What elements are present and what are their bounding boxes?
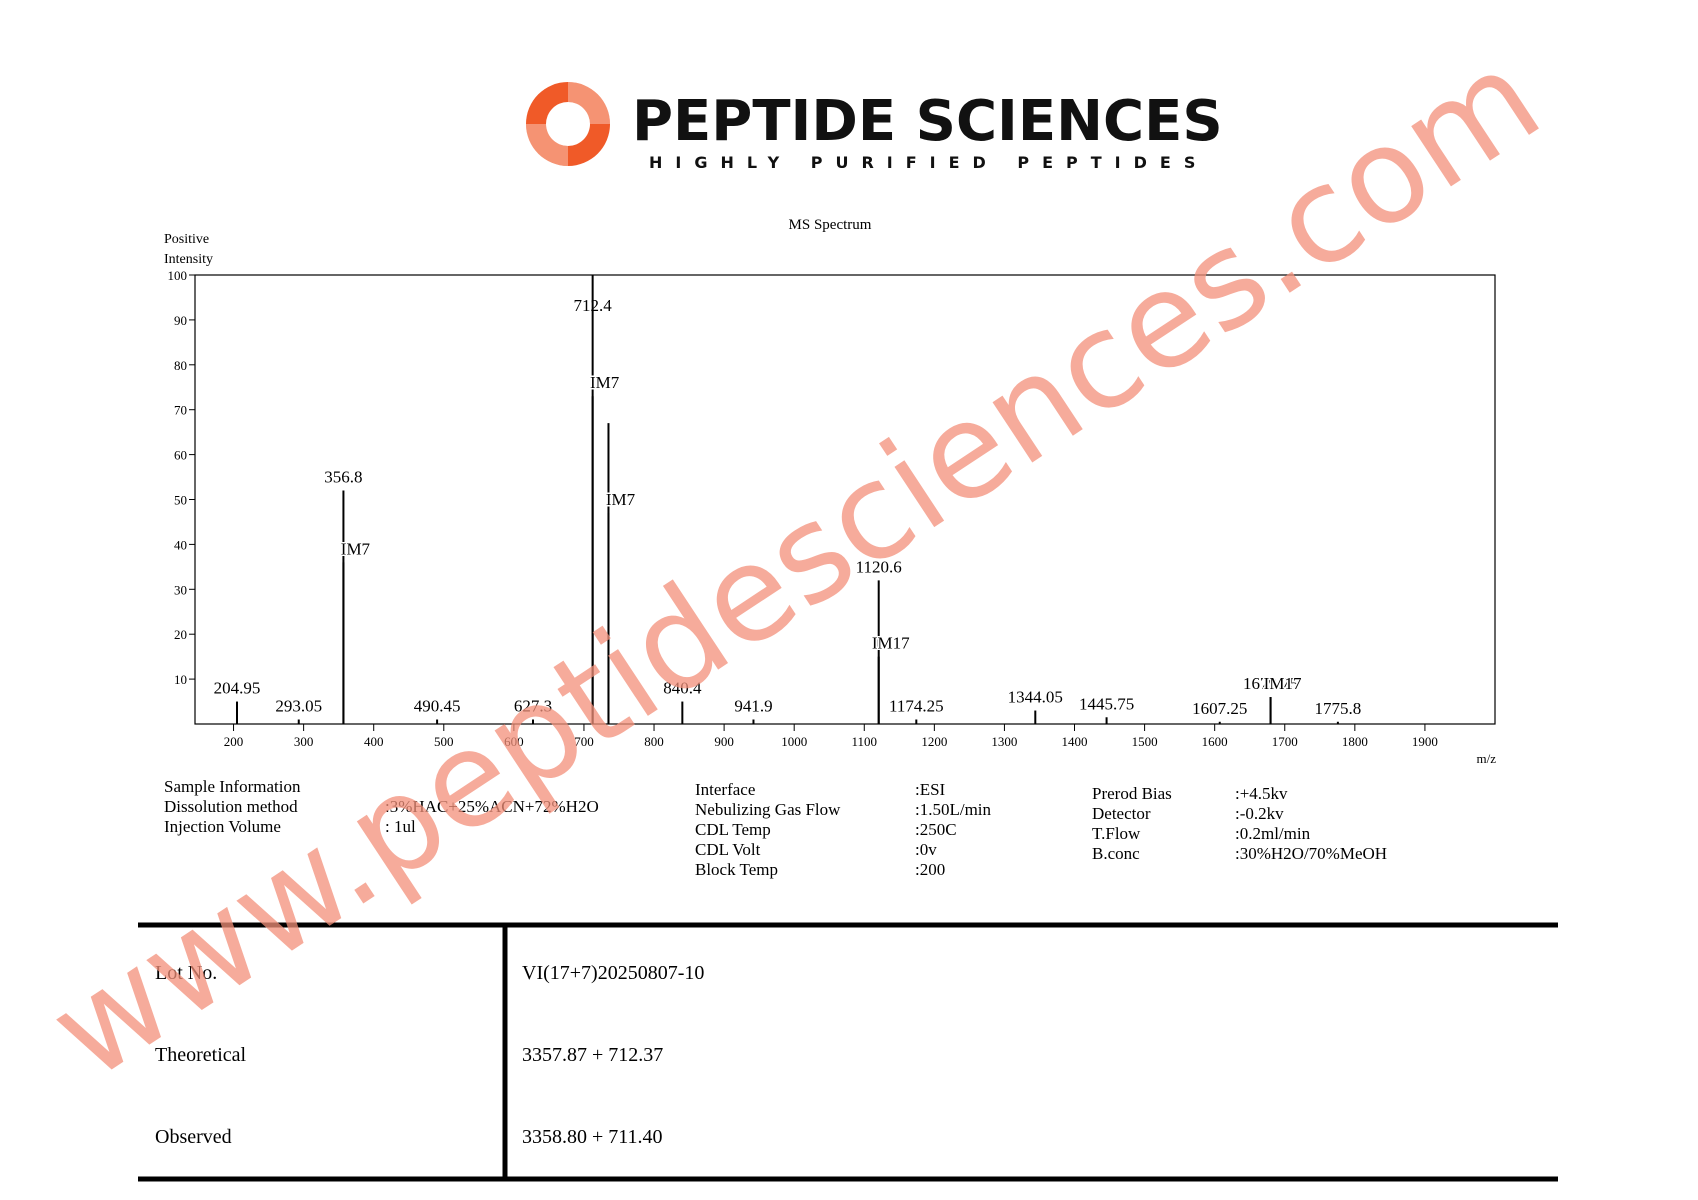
x-tick-label: 1200 <box>921 734 947 749</box>
x-tick-label: 1600 <box>1202 734 1228 749</box>
info-label: Injection Volume <box>164 817 281 836</box>
row-value: VI(17+7)20250807-10 <box>522 962 704 984</box>
condition-label: T.Flow <box>1092 824 1141 843</box>
condition-value: :ESI <box>915 780 946 799</box>
condition-value: :-0.2kv <box>1235 804 1284 823</box>
y-tick-label: 100 <box>168 268 188 283</box>
condition-label: CDL Volt <box>695 840 761 859</box>
x-axis-label: m/z <box>1477 751 1497 766</box>
condition-label: CDL Temp <box>695 820 771 839</box>
info-value: :3%HAC+25%ACN+72%H2O <box>385 797 599 816</box>
peak-label: 1174.25 <box>889 697 944 716</box>
x-tick-label: 1800 <box>1342 734 1368 749</box>
info-label: Dissolution method <box>164 797 298 816</box>
chart: MS Spectrum Positive Intensity m/z 10 20 30 40 5… <box>164 217 1496 766</box>
annotation: IM7 <box>590 373 620 392</box>
condition-value: :200 <box>915 860 945 879</box>
row-label: Lot No. <box>155 962 217 984</box>
condition-value: :250C <box>915 820 957 839</box>
peak-label: 1120.6 <box>856 557 902 576</box>
condition-label: B.conc <box>1092 844 1140 863</box>
x-tick-label: 300 <box>294 734 314 749</box>
x-tick-label: 400 <box>364 734 384 749</box>
condition-value: :+4.5kv <box>1235 784 1288 803</box>
condition-value: :0.2ml/min <box>1235 824 1311 843</box>
logo-swirl <box>568 82 610 124</box>
condition-value: :1.50L/min <box>915 800 992 819</box>
logo <box>526 82 610 166</box>
y-tick-label: 40 <box>174 537 187 552</box>
x-tick-label: 1900 <box>1412 734 1438 749</box>
condition-label: Detector <box>1092 804 1151 823</box>
y-tick-label: 90 <box>174 313 187 328</box>
peak-label: 1679.75 <box>1243 674 1298 693</box>
peak-label: 1607.25 <box>1192 699 1247 718</box>
condition-label: Block Temp <box>695 860 778 879</box>
x-tick-label: 1700 <box>1272 734 1298 749</box>
annotation: IM17 <box>872 634 910 653</box>
x-tick-label: 500 <box>434 734 454 749</box>
condition-value: :30%H2O/70%MeOH <box>1235 844 1387 863</box>
x-tick-label: 200 <box>224 734 244 749</box>
y-tick-label: 60 <box>174 448 187 463</box>
condition-label: Prerod Bias <box>1092 784 1172 803</box>
y-tick-label: 20 <box>174 627 187 642</box>
peak-label: 627.3 <box>514 697 552 716</box>
annotation: IM17 <box>1264 674 1302 693</box>
x-tick-label: 900 <box>714 734 734 749</box>
x-tick-label: 1000 <box>781 734 807 749</box>
result-table: Lot No. VI(17+7)20250807-10 Theoretical 335… <box>138 922 1558 1182</box>
x-tick-label: 800 <box>644 734 664 749</box>
x-tick-label: 1500 <box>1132 734 1158 749</box>
peak-label: 356.8 <box>324 468 362 487</box>
info-value: : 1ul <box>385 817 416 836</box>
chart-title: MS Spectrum <box>789 217 872 233</box>
condition-label: Nebulizing Gas Flow <box>695 800 841 819</box>
peak-label: 293.05 <box>275 697 322 716</box>
x-tick-label: 1400 <box>1062 734 1088 749</box>
row-value: 3357.87 + 712.37 <box>522 1044 663 1066</box>
x-tick-label: 700 <box>574 734 594 749</box>
peak-label: 712.4 <box>574 296 613 315</box>
annotation: IM7 <box>606 490 636 509</box>
row-value: 3358.80 + 711.40 <box>522 1126 663 1148</box>
condition-label: Interface <box>695 780 755 799</box>
y-axis-label: Positive <box>164 232 209 247</box>
watermark: www.peptidesciences.com <box>24 20 1566 1109</box>
y-tick-label: 70 <box>174 403 187 418</box>
annotation: IM7 <box>341 539 371 558</box>
peak-label: 204.95 <box>214 679 261 698</box>
peak-label: 1445.75 <box>1079 694 1134 713</box>
info-title: Sample Information <box>164 777 301 796</box>
condition-value: :0v <box>915 840 937 859</box>
peak-label: 490.45 <box>414 697 461 716</box>
x-tick-label: 1300 <box>991 734 1017 749</box>
peak-label: 1775.8 <box>1315 699 1362 718</box>
peak-label: 941.9 <box>734 697 772 716</box>
y-tick-label: 30 <box>174 582 187 597</box>
logo-hole <box>546 102 590 146</box>
y-axis-label: Intensity <box>164 252 213 267</box>
y-tick-label: 80 <box>174 358 187 373</box>
logo-swirl <box>526 124 568 166</box>
brand: PEPTIDE SCIENCES <box>632 89 1223 154</box>
peak-label: 1344.05 <box>1008 688 1063 707</box>
x-tick-label: 600 <box>504 734 524 749</box>
y-tick-label: 10 <box>174 672 187 687</box>
row-label: Observed <box>155 1126 232 1148</box>
y-tick-label: 50 <box>174 493 187 508</box>
peak-label: 840.4 <box>663 679 702 698</box>
row-label: Theoretical <box>155 1044 246 1066</box>
x-tick-label: 1100 <box>852 734 878 749</box>
tagline: HIGHLY PURIFIED PEPTIDES <box>649 153 1208 172</box>
